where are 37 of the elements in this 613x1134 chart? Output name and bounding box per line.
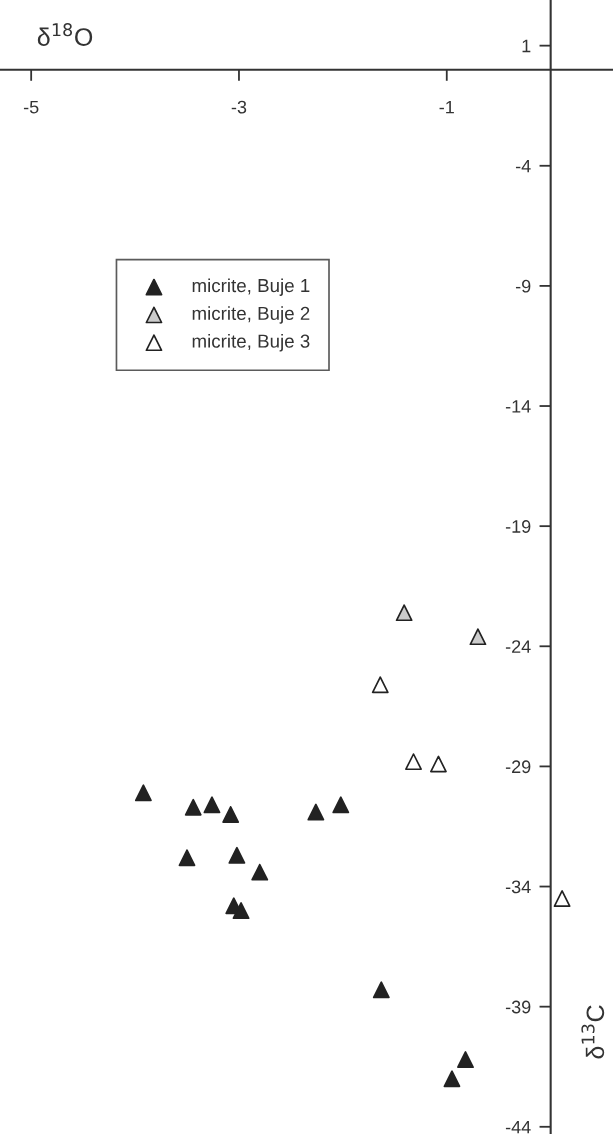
legend-label: micrite, Buje 3 (192, 334, 310, 352)
point (430, 755, 447, 773)
y-tick-label: -34 (505, 880, 531, 894)
point (178, 849, 196, 867)
y-tick-label: -24 (505, 640, 531, 653)
x-tick-label: -3 (231, 100, 247, 114)
legend-label: micrite, Buje 1 (192, 278, 310, 296)
y-axis-title: δ$^{13}$C (581, 1005, 605, 1059)
point (553, 890, 571, 907)
x-tick-label: -1 (439, 100, 454, 114)
point (232, 902, 250, 920)
point (469, 628, 487, 646)
point (332, 796, 350, 814)
y-tick-label: -14 (505, 400, 531, 413)
point (307, 803, 325, 821)
legend-label: micrite, Buje 2 (192, 306, 310, 324)
y-tick-label: 1 (522, 39, 531, 53)
point (228, 846, 246, 864)
point (184, 798, 202, 816)
y-tick-label: -44 (505, 1120, 531, 1134)
point (443, 1070, 461, 1088)
point (222, 806, 240, 823)
point (405, 753, 422, 771)
y-tick-label: -39 (505, 1000, 531, 1014)
point (203, 796, 221, 814)
point (395, 604, 413, 622)
x-tick-label: -5 (23, 100, 39, 114)
point (372, 981, 390, 999)
y-tick-label: -4 (515, 159, 531, 173)
x-axis-title: δ$^{18}$O (37, 23, 93, 46)
point (457, 1051, 474, 1068)
point (371, 676, 389, 694)
y-tick-label: -9 (515, 279, 531, 293)
y-tick-label: -29 (505, 760, 531, 774)
y-tick-label: -19 (505, 520, 531, 533)
point (251, 863, 269, 881)
point (134, 784, 152, 802)
